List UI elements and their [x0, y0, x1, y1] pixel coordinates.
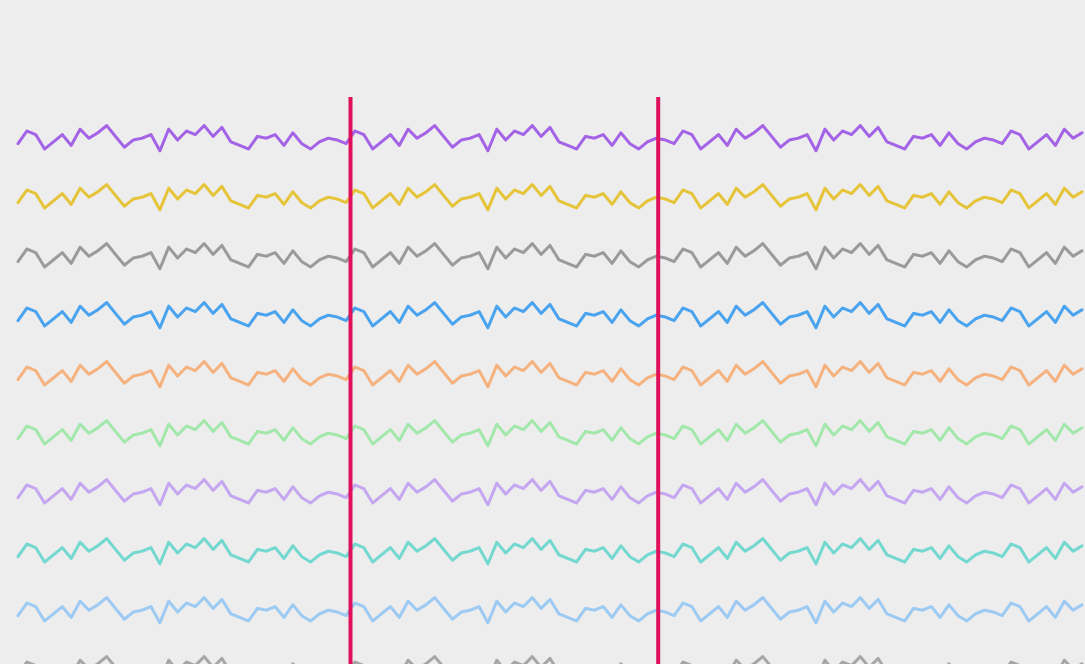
series-line-6: [16, 419, 1084, 448]
series-layer: [16, 124, 1084, 664]
series-line-9: [16, 596, 1084, 625]
series-line-3: [16, 242, 1084, 271]
series-line-4: [16, 301, 1084, 330]
series-line-5: [16, 360, 1084, 389]
series-line-1: [16, 124, 1084, 153]
series-line-8: [16, 537, 1084, 566]
series-line-7: [16, 478, 1084, 507]
series-line-10: [23, 655, 1084, 664]
marker-layer: [348, 97, 661, 664]
series-line-2: [16, 183, 1084, 212]
